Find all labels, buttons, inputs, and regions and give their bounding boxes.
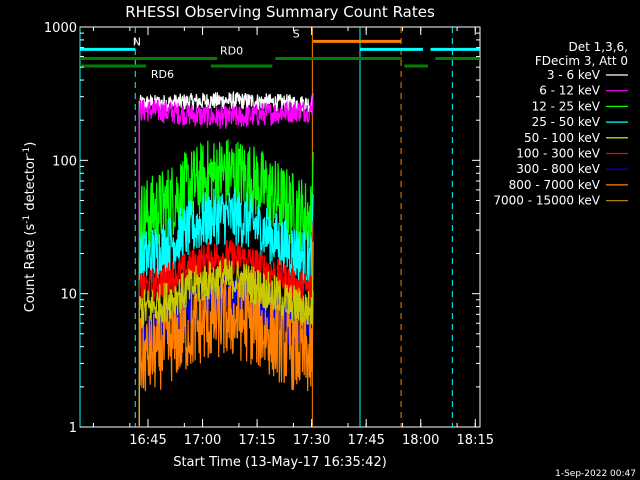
- y-tick-label: 100: [52, 154, 77, 169]
- y-tick-label: 1000: [44, 21, 77, 36]
- legend-entry: 800 - 7000 keV: [509, 178, 601, 192]
- legend-entry: 7000 - 15000 keV: [493, 194, 600, 208]
- series-traces: [138, 90, 314, 427]
- legend-header: Det 1,3,6,: [569, 40, 629, 54]
- x-tick-label: 17:00: [184, 433, 221, 448]
- legend-header: FDecim 3, Att 0: [535, 54, 628, 68]
- flag-label-rd0: RD0: [220, 45, 243, 58]
- legend-entry: 12 - 25 keV: [532, 99, 601, 113]
- series-trace: [138, 90, 314, 427]
- y-tick-label: 1: [69, 421, 77, 436]
- legend-entry: 25 - 50 keV: [532, 115, 601, 129]
- series-trace: [138, 139, 314, 427]
- legend-entry: 50 - 100 keV: [524, 131, 601, 145]
- legend-entry: 6 - 12 keV: [539, 84, 601, 98]
- x-tick-label: 17:30: [293, 433, 330, 448]
- legend: Det 1,3,6,FDecim 3, Att 03 - 6 keV 6 - 12…: [493, 40, 628, 208]
- x-tick-label: 16:45: [129, 433, 166, 448]
- x-tick-label: 17:15: [238, 433, 275, 448]
- y-tick-label: 10: [60, 288, 77, 303]
- axes: 16:45 17:00 17:15 17:30 17:45 18:00 18:15 1 10 10…: [44, 21, 494, 448]
- flag-label-rd6: RD6: [151, 68, 174, 81]
- legend-entry: 3 - 6 keV: [547, 68, 601, 82]
- flag-label-n: N: [133, 35, 141, 48]
- x-axis-label: Start Time (13-May-17 16:35:42): [173, 455, 387, 470]
- flag-label-s: S: [293, 27, 300, 40]
- x-tick-label: 18:00: [402, 433, 439, 448]
- legend-entry: 100 - 300 keV: [516, 147, 600, 161]
- x-tick-label: 18:15: [457, 433, 494, 448]
- x-tick-label: 17:45: [347, 433, 384, 448]
- legend-entry: 300 - 800 keV: [516, 162, 600, 176]
- series-trace: [138, 188, 314, 427]
- series-trace: [138, 241, 314, 427]
- y-axis-label: Count Rate (s-1 detector-1): [22, 142, 38, 313]
- chart-title: RHESSI Observing Summary Count Rates: [125, 3, 435, 21]
- plot-timestamp: 1-Sep-2022 00:47: [555, 469, 636, 479]
- series-trace: [138, 92, 314, 427]
- observing-flags: N S RD0 RD6: [80, 27, 480, 81]
